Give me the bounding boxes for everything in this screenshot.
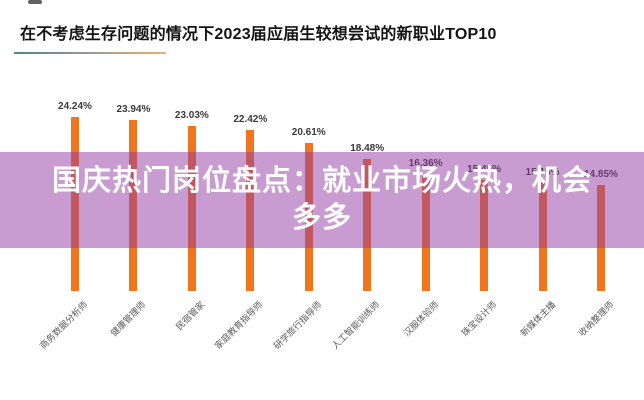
overlay-banner: 国庆热门岗位盘点：就业市场火热，机会 多多 [0, 152, 644, 248]
bar-value-label: 22.42% [233, 114, 268, 126]
bar-value-label: 18.48% [350, 142, 385, 154]
category-label: 人工智能训练师 [330, 299, 382, 352]
title-underline [14, 52, 166, 54]
bar-value-label: 20.61% [291, 127, 326, 139]
bar-value-label: 23.94% [116, 103, 151, 115]
bar-value-label: 23.03% [174, 110, 209, 122]
top-edge-artifact [28, 0, 42, 4]
category-label: 收纳整理师 [576, 299, 616, 339]
category-label: 珠宝设计师 [459, 299, 499, 339]
category-label: 汉服体验师 [401, 299, 441, 339]
category-label: 研学旅行指导师 [271, 299, 324, 352]
chart-title: 在不考虑生存问题的情况下2023届应届生较想尝试的新职业TOP10 [20, 26, 497, 43]
category-label: 健康管理师 [109, 299, 148, 339]
category-label: 家庭教育指导师 [213, 299, 265, 352]
overlay-banner-text-line2: 多多 [291, 202, 352, 234]
category-label: 新媒体主播 [518, 299, 558, 339]
bar-value-label: 24.24% [58, 101, 92, 113]
category-label: 民宿管家 [173, 299, 207, 332]
overlay-banner-text-line1: 国庆热门岗位盘点：就业市场火热，机会 [51, 165, 592, 197]
category-label: 商务数据分析师 [37, 299, 90, 352]
